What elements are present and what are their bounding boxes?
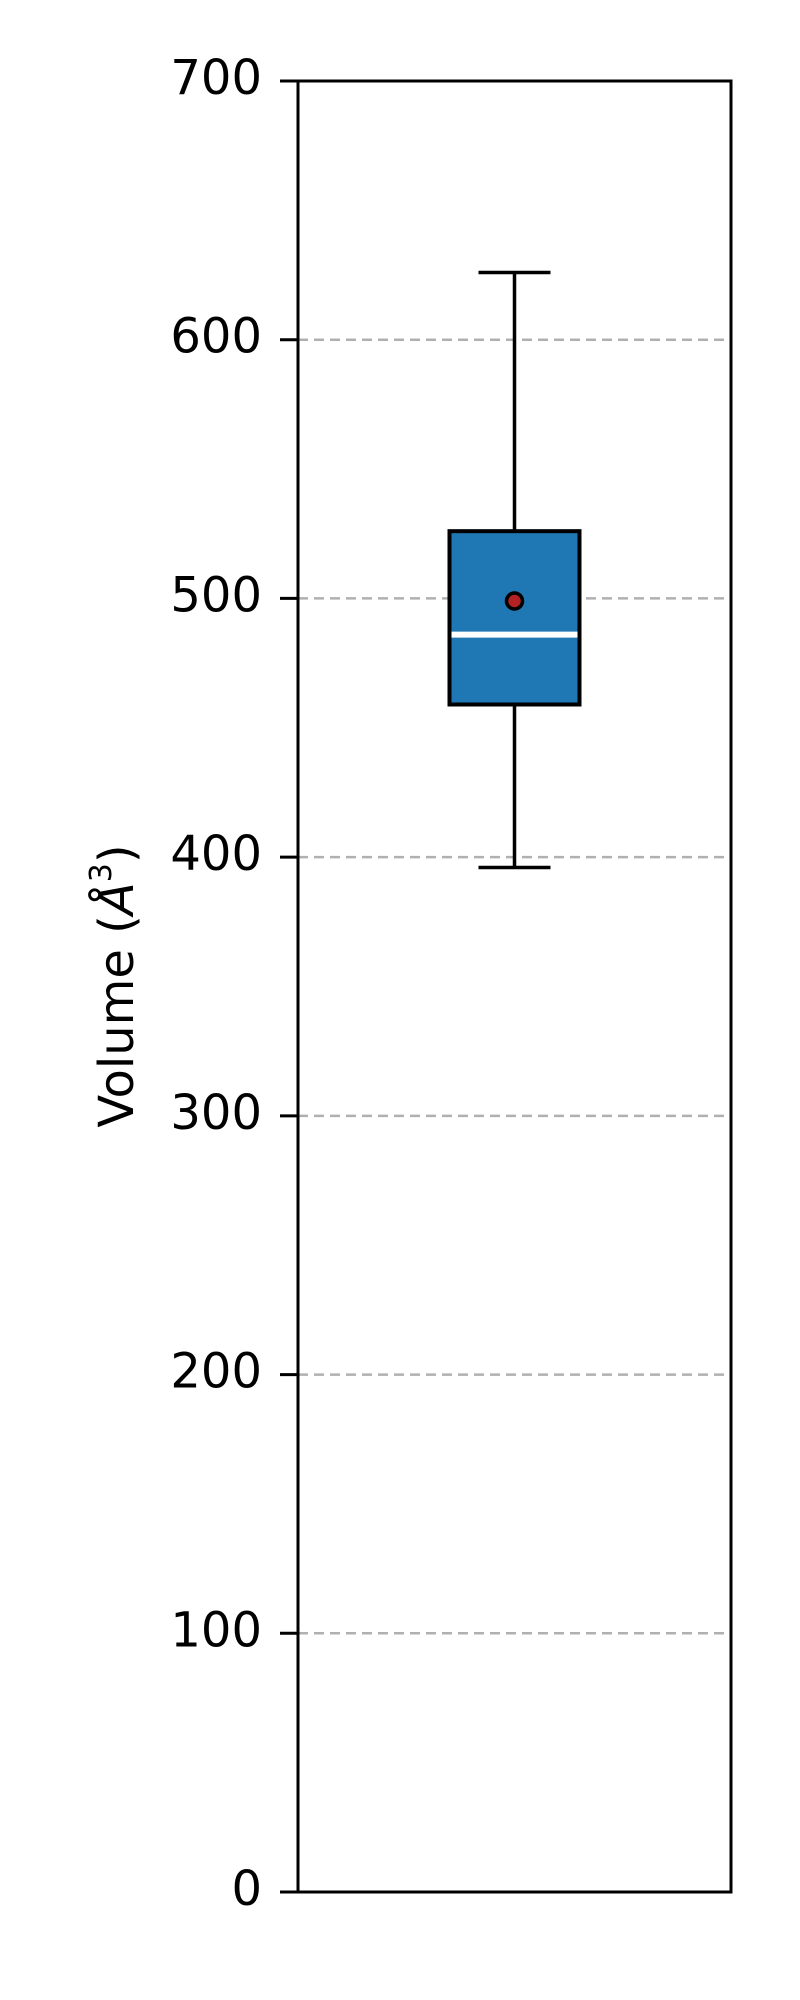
plot-frame [296, 79, 733, 1894]
mean-marker [504, 591, 525, 611]
y-axis-ticks: 0 100 200 300 400 500 600 700 [170, 50, 298, 1917]
y-tick-label: 0 [231, 1861, 262, 1917]
y-tick-label: 400 [170, 826, 262, 882]
box-plot [447, 270, 582, 870]
y-axis-label-exponent: 3 [84, 863, 119, 882]
y-axis-label-unit: Å [88, 882, 145, 918]
y-tick-label: 700 [170, 50, 262, 106]
y-tick-label: 600 [170, 309, 262, 365]
y-axis-label: Volume (Å3) [84, 844, 145, 1127]
interquartile-box [447, 529, 582, 707]
y-tick-label: 300 [170, 1085, 262, 1141]
y-tick-label: 100 [170, 1602, 262, 1658]
y-axis-label-text: Volume ( [89, 915, 145, 1128]
y-axis-label-close: ) [89, 844, 145, 863]
y-tick-label: 500 [170, 567, 262, 623]
y-tick-label: 200 [170, 1344, 262, 1400]
